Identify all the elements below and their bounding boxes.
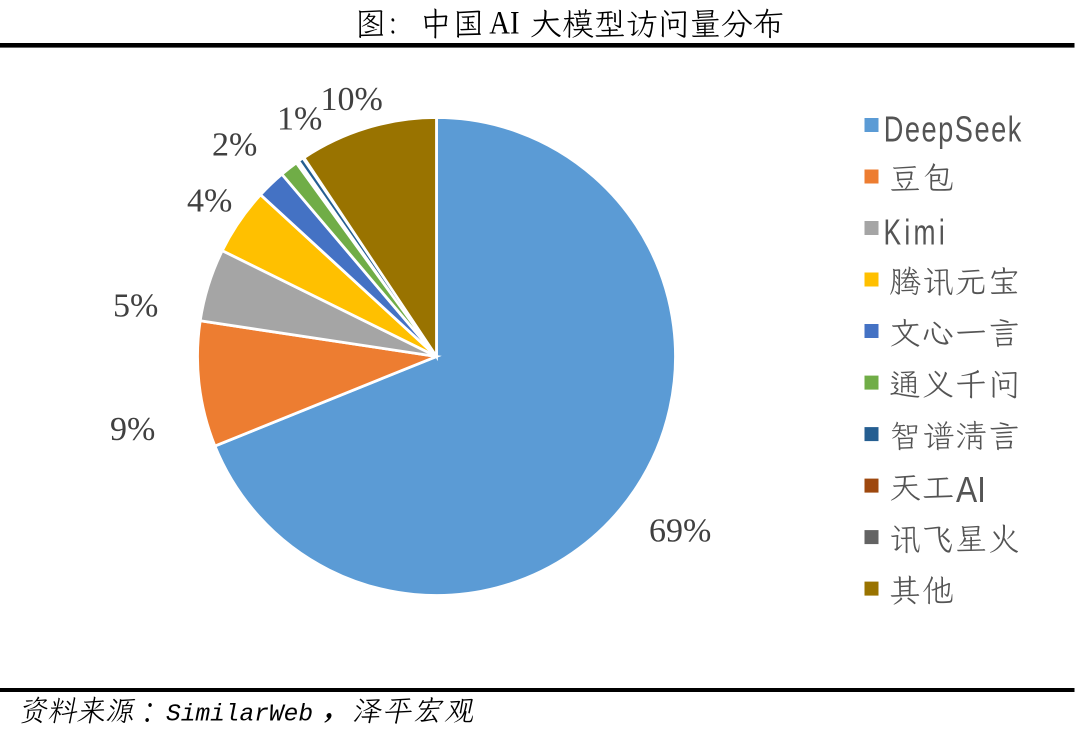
svg-text:4%: 4% xyxy=(187,183,232,220)
svg-text:DeepSeek: DeepSeek xyxy=(884,109,1023,150)
svg-text:AI: AI xyxy=(956,469,986,510)
svg-text:AI: AI xyxy=(489,5,519,41)
svg-text:SimilarWeb: SimilarWeb xyxy=(166,702,313,729)
svg-text:10%: 10% xyxy=(321,81,383,118)
svg-text:69%: 69% xyxy=(649,513,711,550)
svg-text:2%: 2% xyxy=(212,127,257,164)
svg-text:Kimi: Kimi xyxy=(884,212,949,253)
svg-text:5%: 5% xyxy=(113,288,158,325)
svg-text:1%: 1% xyxy=(277,101,322,138)
svg-text:9%: 9% xyxy=(110,411,155,448)
